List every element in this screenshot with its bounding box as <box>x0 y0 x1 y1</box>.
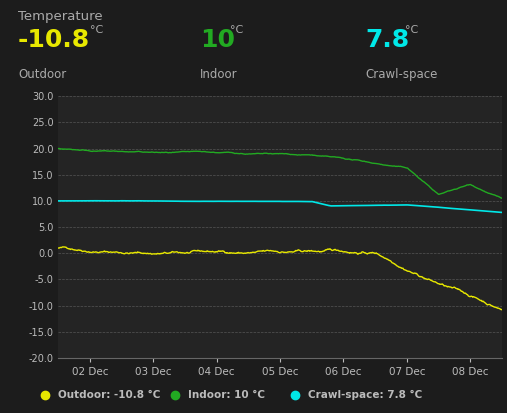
Text: °C: °C <box>90 25 103 35</box>
Text: Outdoor: -10.8 °C: Outdoor: -10.8 °C <box>58 390 160 400</box>
Text: Crawl-space: 7.8 °C: Crawl-space: 7.8 °C <box>308 390 422 400</box>
Text: Outdoor: Outdoor <box>18 68 66 81</box>
Text: 10: 10 <box>200 28 235 52</box>
Text: Indoor: Indoor <box>200 68 238 81</box>
Text: °C: °C <box>405 25 418 35</box>
Text: Crawl-space: Crawl-space <box>365 68 438 81</box>
Text: Indoor: 10 °C: Indoor: 10 °C <box>188 390 265 400</box>
Text: °C: °C <box>230 25 243 35</box>
Text: Temperature: Temperature <box>18 10 102 23</box>
Text: -10.8: -10.8 <box>18 28 90 52</box>
Text: 7.8: 7.8 <box>365 28 409 52</box>
